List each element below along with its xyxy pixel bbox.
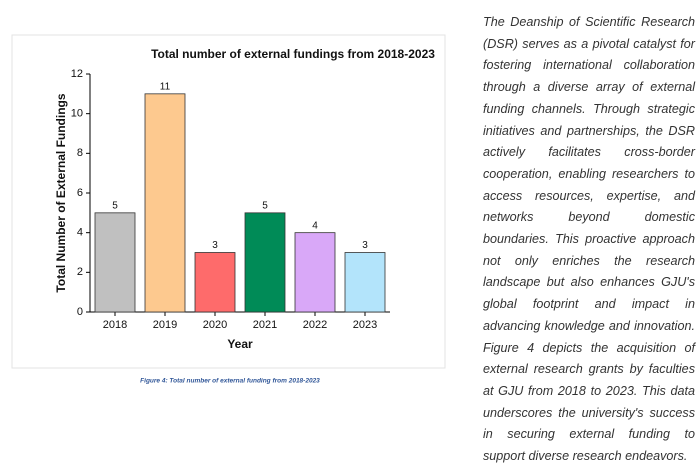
bar <box>194 252 236 313</box>
data-label: 3 <box>212 240 218 251</box>
chart-figure: Total number of external fundings from 2… <box>11 34 446 385</box>
y-tick-label: 8 <box>77 147 83 159</box>
y-tick-label: 0 <box>77 306 83 318</box>
x-tick-label: 2020 <box>203 319 227 331</box>
x-tick-label: 2021 <box>253 319 277 331</box>
y-tick-label: 6 <box>77 187 83 199</box>
x-tick-label: 2022 <box>303 319 327 331</box>
figure-caption: Figure 4: Total number of external fundi… <box>140 378 320 385</box>
bar <box>144 93 186 313</box>
x-axis-label: Year <box>227 337 253 351</box>
data-label: 4 <box>312 220 318 231</box>
x-tick-label: 2018 <box>103 319 127 331</box>
y-tick-label: 4 <box>77 227 83 239</box>
chart-panel <box>11 34 446 369</box>
chart-title: Total number of external fundings from 2… <box>151 47 435 61</box>
bar <box>244 212 286 313</box>
data-label: 3 <box>362 240 368 251</box>
data-label: 11 <box>160 81 171 92</box>
bar <box>294 232 336 313</box>
bar <box>344 252 386 313</box>
y-tick-label: 12 <box>71 68 83 80</box>
y-tick-label: 10 <box>71 108 83 120</box>
body-paragraph: The Deanship of Scientific Research (DSR… <box>483 15 695 464</box>
x-tick-label: 2023 <box>353 319 377 331</box>
page: Total number of external fundings from 2… <box>11 15 695 464</box>
data-label: 5 <box>112 200 118 211</box>
data-label: 5 <box>262 200 268 211</box>
bar <box>94 212 136 313</box>
x-tick-label: 2019 <box>153 319 177 331</box>
y-tick-label: 2 <box>77 266 83 278</box>
y-axis-label: Total Number of External Fundings <box>54 93 68 292</box>
